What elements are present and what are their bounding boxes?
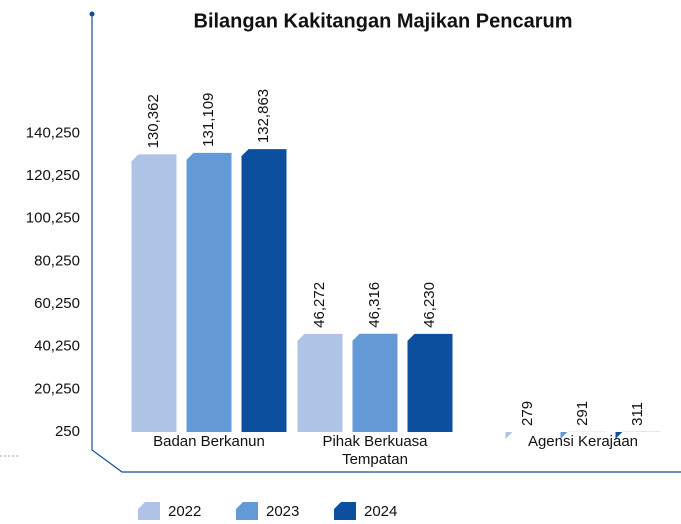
bar [505, 431, 551, 439]
y-tick-label: 100,250 [26, 210, 80, 227]
data-label: 46,316 [366, 282, 383, 328]
bar [615, 431, 661, 439]
axis-frame [91, 14, 681, 473]
legend-label: 2024 [364, 503, 397, 520]
data-label: 291 [574, 401, 591, 426]
bar [186, 152, 232, 432]
bar [560, 431, 606, 439]
legend-swatch [138, 502, 160, 520]
y-tick-label: 120,250 [26, 167, 80, 184]
y-tick-label: 40,250 [34, 338, 80, 355]
x-tick-label: Pihak Berkuasa Tempatan [322, 433, 428, 468]
bar [352, 333, 398, 432]
bar [297, 333, 343, 432]
data-label: 279 [519, 401, 536, 426]
y-tick-label: 250 [55, 423, 80, 440]
legend-label: 2022 [168, 503, 201, 520]
y-tick-label: 20,250 [34, 380, 80, 397]
data-label: 131,109 [200, 93, 217, 147]
data-label: 311 [629, 402, 646, 426]
legend-label: 2023 [266, 503, 299, 520]
y-tick-label: 60,250 [34, 295, 80, 312]
data-label: 46,272 [311, 282, 328, 328]
bar [407, 333, 453, 432]
x-tick-label: Badan Berkanun [153, 433, 265, 450]
legend-swatch [334, 502, 356, 520]
data-label: 46,230 [421, 282, 438, 328]
x-tick-label: Agensi Kerajaan [527, 433, 639, 450]
data-label: 132,863 [255, 89, 272, 143]
data-label: 130,362 [145, 94, 162, 148]
y-tick-label: 140,250 [26, 124, 80, 141]
bar [241, 149, 287, 432]
legend-swatch [236, 502, 258, 520]
chart-title: Bilangan Kakitangan Majikan Pencarum [194, 10, 573, 32]
y-tick-label: 80,250 [34, 252, 80, 269]
bar [131, 154, 177, 432]
